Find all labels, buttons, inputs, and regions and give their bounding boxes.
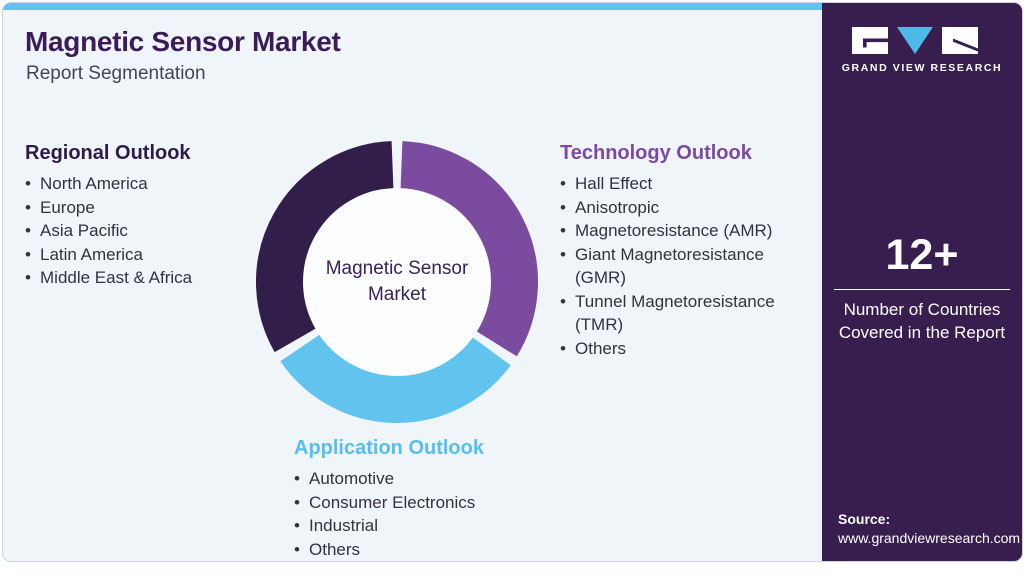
list-item: Tunnel Magnetoresistance (TMR) [560,290,810,337]
technology-outlook-heading: Technology Outlook [560,142,752,164]
logo-text: GRAND VIEW RESEARCH [841,62,1003,74]
countries-stat: 12+ Number of Countries Covered in the R… [822,231,1022,344]
list-item: Magnetoresistance (AMR) [560,219,810,243]
technology-outlook-section: Technology Outlook Hall EffectAnisotropi… [560,142,810,360]
donut-segment [256,141,395,353]
technology-outlook-list: Hall EffectAnisotropicMagnetoresistance … [560,172,810,360]
main-panel: Magnetic Sensor Market Report Segmentati… [3,3,822,561]
donut-chart: Magnetic Sensor Market [256,141,538,423]
accent-topbar [3,3,822,10]
grand-view-research-logo: GRAND VIEW RESEARCH [822,27,1022,74]
infographic-card: Magnetic Sensor Market Report Segmentati… [2,2,1023,562]
stat-value: 12+ [885,231,959,279]
application-outlook-list: AutomotiveConsumer ElectronicsIndustrial… [294,467,544,561]
list-item: Others [294,538,544,562]
list-item: North America [25,172,255,196]
regional-outlook-list: North AmericaEuropeAsia PacificLatin Ame… [25,172,255,290]
source-block: Source: www.grandviewresearch.com [838,510,1020,548]
main-content: Magnetic Sensor Market Report Segmentati… [3,10,822,561]
page-title: Magnetic Sensor Market [25,26,341,57]
list-item: Europe [25,196,255,220]
sidebar: GRAND VIEW RESEARCH 12+ Number of Countr… [822,3,1022,561]
stat-divider [834,289,1010,290]
donut-segment [280,334,511,423]
source-label: Source: [838,511,891,527]
page-subtitle: Report Segmentation [26,63,206,84]
source-url: www.grandviewresearch.com [838,530,1021,546]
list-item: Hall Effect [560,172,810,196]
list-item: Consumer Electronics [294,491,544,515]
list-item: Giant Magnetoresistance (GMR) [560,243,810,290]
application-outlook-heading: Application Outlook [294,437,484,459]
donut-center-label: Magnetic Sensor Market [325,258,469,305]
regional-outlook-heading: Regional Outlook [25,142,191,164]
list-item: Middle East & Africa [25,266,255,290]
list-item: Industrial [294,514,544,538]
list-item: Asia Pacific [25,219,255,243]
donut-chart-svg [256,141,538,423]
regional-outlook-section: Regional Outlook North AmericaEuropeAsia… [25,142,255,290]
list-item: Anisotropic [560,196,810,220]
list-item: Others [560,337,810,361]
list-item: Automotive [294,467,544,491]
list-item: Latin America [25,243,255,267]
donut-segment [399,141,538,357]
application-outlook-section: Application Outlook AutomotiveConsumer E… [294,437,544,561]
stat-label: Number of Countries Covered in the Repor… [838,300,1006,342]
gvr-logo-icon [852,27,978,54]
